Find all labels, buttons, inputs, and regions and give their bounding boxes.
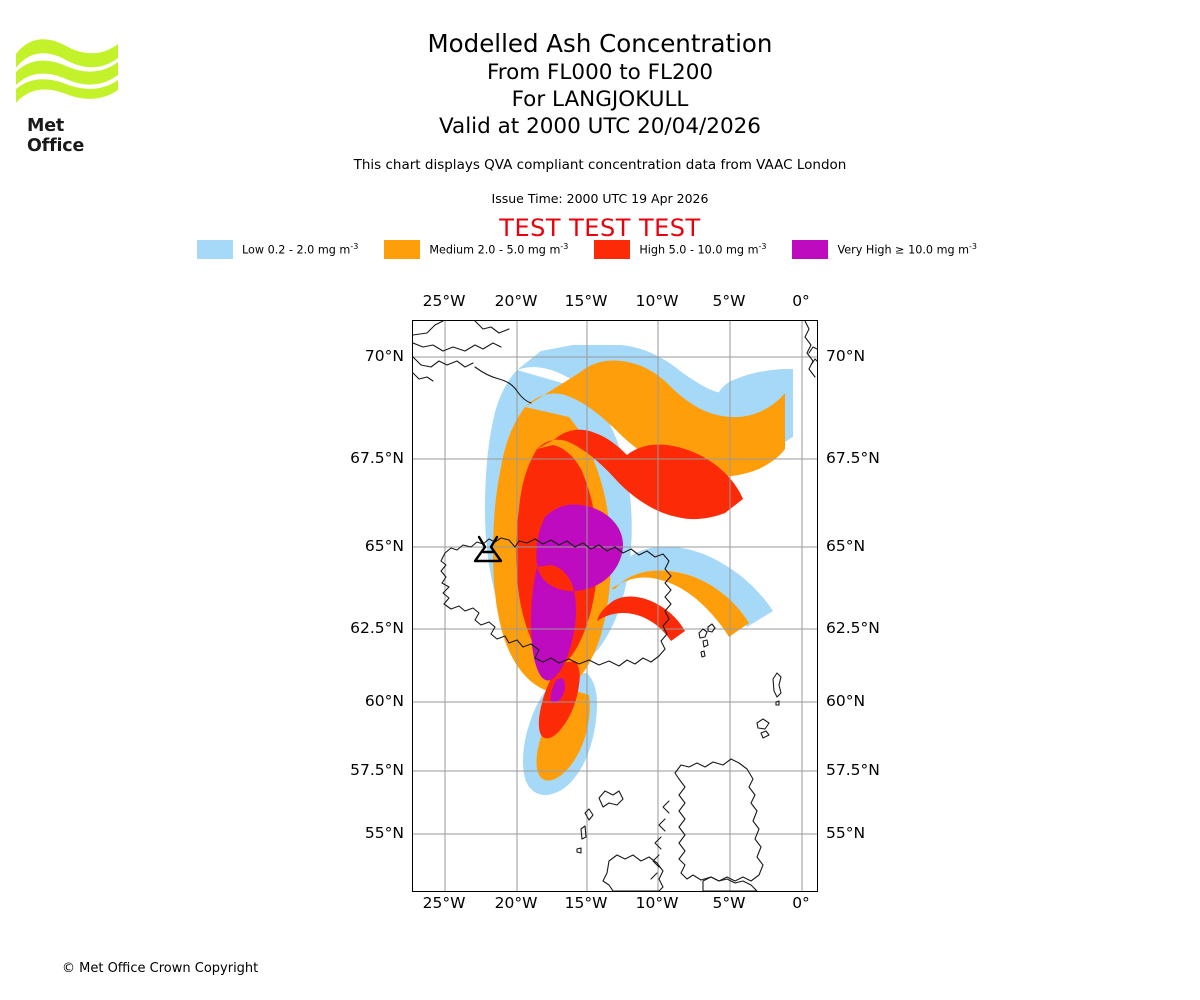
issue-time-label: Issue Time: 2000 UTC 19 Apr 2026 <box>491 191 709 206</box>
lat-tick-label-left-65n: 65°N <box>364 537 404 555</box>
lat-tick-label-right-60n: 60°N <box>826 692 866 710</box>
lon-tick-label-bottom-0: 0° <box>792 894 810 912</box>
map-gridlines <box>413 321 817 891</box>
coastline-faroe-islands <box>698 623 716 658</box>
flight-level-range: From FL000 to FL200 <box>486 60 714 85</box>
legend-swatch-medium-icon <box>384 240 421 259</box>
lon-tick-label-top-5w: 5°W <box>712 292 746 310</box>
legend-label-very-high: Very High ≥ 10.0 mg m-3 <box>837 242 978 257</box>
lat-tick-label-right-62-5n: 62.5°N <box>826 619 880 637</box>
coastline-england <box>702 876 758 891</box>
met-office-waves-logo: Met Office <box>14 28 124 156</box>
coastline-greenland-southeast <box>474 366 532 404</box>
lon-tick-label-top-15w: 15°W <box>564 292 608 310</box>
lat-tick-label-left-70n: 70°N <box>364 347 404 365</box>
lat-tick-label-right-67-5n: 67.5°N <box>826 449 880 467</box>
volcano-symbol <box>473 535 503 563</box>
coastline-shetland <box>772 672 782 706</box>
lat-tick-label-right-65n: 65°N <box>826 537 866 555</box>
coastline-scotland <box>674 758 764 882</box>
ash-contour-very-high <box>531 504 623 703</box>
lat-tick-label-right-70n: 70°N <box>826 347 866 365</box>
coastline-outer-hebrides <box>576 790 624 854</box>
qva-compliance-note: This chart displays QVA compliant concen… <box>353 157 847 173</box>
lat-tick-label-left-67-5n: 67.5°N <box>350 449 404 467</box>
coastline-norway-coast <box>804 321 816 378</box>
lon-tick-label-top-10w: 10°W <box>635 292 679 310</box>
legend-item-low: Low 0.2 - 2.0 mg m-3 <box>196 240 384 259</box>
valid-time-line: Valid at 2000 UTC 20/04/2026 <box>438 114 761 139</box>
lat-tick-label-left-57-5n: 57.5°N <box>350 761 404 779</box>
coastline-ireland <box>602 854 664 891</box>
lon-tick-label-bottom-25w: 25°W <box>422 894 466 912</box>
test-banner: TEST TEST TEST <box>499 214 701 242</box>
lon-tick-label-top-20w: 20°W <box>494 292 538 310</box>
page-title: Modelled Ash Concentration <box>427 29 773 58</box>
coastline-scotland-west-indents <box>650 800 670 880</box>
coastline-iceland <box>440 537 672 667</box>
copyright-notice: © Met Office Crown Copyright <box>62 961 259 976</box>
brand-name: Met Office <box>27 116 85 156</box>
coastline-orkney <box>756 718 770 739</box>
legend-swatch-low-icon <box>196 240 233 259</box>
latitude-axis-right: 70°N 67.5°N 65°N 62.5°N 60°N 57.5°N 55°N <box>826 0 1026 1000</box>
volcano-name-line: For LANGJOKULL <box>511 87 689 112</box>
lat-tick-label-right-55n: 55°N <box>826 824 866 842</box>
lon-tick-label-bottom-15w: 15°W <box>564 894 608 912</box>
legend-swatch-high-icon <box>594 240 631 259</box>
legend-label-low: Low 0.2 - 2.0 mg m-3 <box>241 242 359 257</box>
legend-label-high: High 5.0 - 10.0 mg m-3 <box>639 242 767 257</box>
coastlines <box>413 321 817 891</box>
lon-tick-label-top-25w: 25°W <box>422 292 466 310</box>
lat-tick-label-right-57-5n: 57.5°N <box>826 761 880 779</box>
lat-tick-label-left-55n: 55°N <box>364 824 404 842</box>
lon-tick-label-bottom-5w: 5°W <box>712 894 746 912</box>
chart-title-block: Modelled Ash Concentration From FL000 to… <box>0 28 1200 140</box>
latitude-axis-left: 70°N 67.5°N 65°N 62.5°N 60°N 57.5°N 55°N <box>0 0 404 1000</box>
legend-item-very-high: Very High ≥ 10.0 mg m-3 <box>792 240 1003 259</box>
ash-concentration-map[interactable] <box>412 320 818 892</box>
ash-plume-contours <box>485 345 793 796</box>
lon-tick-label-bottom-10w: 10°W <box>635 894 679 912</box>
legend-item-medium: Medium 2.0 - 5.0 mg m-3 <box>384 240 594 259</box>
coastline-greenland <box>413 321 510 382</box>
legend-item-high: High 5.0 - 10.0 mg m-3 <box>594 240 792 259</box>
lat-tick-label-left-62-5n: 62.5°N <box>350 619 404 637</box>
lat-tick-label-left-60n: 60°N <box>364 692 404 710</box>
legend-swatch-very-high-icon <box>792 240 829 259</box>
lon-tick-label-top-0: 0° <box>792 292 810 310</box>
lon-tick-label-bottom-20w: 20°W <box>494 894 538 912</box>
legend-label-medium: Medium 2.0 - 5.0 mg m-3 <box>429 242 569 257</box>
concentration-legend: Low 0.2 - 2.0 mg m-3 Medium 2.0 - 5.0 mg… <box>0 240 1200 259</box>
coastline-norway <box>808 346 817 366</box>
